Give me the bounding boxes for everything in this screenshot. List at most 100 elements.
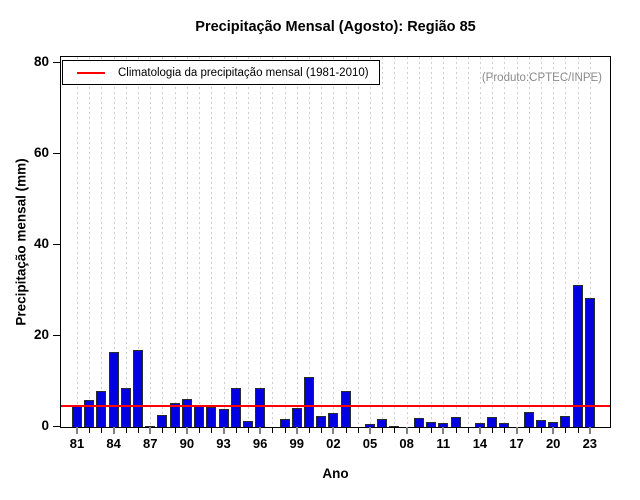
precipitation-bar-2016 (499, 423, 510, 427)
legend-label: Climatologia da precipitação mensal (198… (118, 66, 369, 79)
x-tick (199, 427, 201, 433)
x-axis-title: Ano (322, 466, 349, 481)
x-tick-label: 23 (582, 436, 598, 451)
x-tick (552, 427, 555, 434)
year-gridline (516, 57, 518, 427)
plot-area: Climatologia da precipitação mensal (198… (60, 56, 611, 428)
y-tick-label: 40 (33, 236, 49, 251)
precipitation-bar-1990 (181, 399, 192, 427)
x-tick-label: 81 (69, 436, 85, 451)
year-gridline (223, 57, 225, 427)
precipitation-bar-2019 (535, 420, 546, 427)
x-tick (577, 427, 579, 433)
precipitation-bar-1981 (72, 406, 82, 427)
precipitation-bar-1982 (84, 400, 95, 427)
x-tick (418, 427, 420, 433)
y-tick (53, 62, 60, 63)
year-gridline (89, 57, 91, 427)
precipitation-bar-2018 (523, 412, 534, 427)
year-gridline (577, 57, 579, 427)
x-tick (357, 427, 359, 433)
precipitation-bar-2003 (340, 391, 351, 427)
x-tick (272, 427, 274, 433)
year-gridline (247, 57, 249, 427)
x-tick (467, 427, 469, 433)
precipitation-bar-2012 (450, 417, 461, 427)
x-tick (76, 427, 78, 434)
precipitation-bar-2014 (474, 423, 485, 427)
y-tick-label: 0 (41, 418, 49, 433)
year-gridline (467, 57, 469, 427)
y-tick (53, 335, 60, 336)
year-gridline (406, 57, 408, 427)
year-gridline (77, 57, 78, 427)
x-tick-label: 93 (216, 436, 231, 451)
year-gridline (370, 57, 372, 427)
precipitation-bar-1994 (230, 388, 241, 427)
precipitation-bar-2010 (426, 422, 437, 427)
year-gridline (333, 57, 335, 427)
x-tick-label: 20 (545, 436, 561, 451)
precipitation-bar-1992 (206, 407, 217, 427)
year-gridline (321, 57, 323, 427)
precipitation-bar-2000 (303, 377, 314, 427)
year-gridline (199, 57, 201, 427)
y-tick (53, 244, 60, 245)
precipitation-bar-2011 (438, 423, 449, 427)
legend-line-swatch (77, 71, 105, 74)
year-gridline (162, 57, 164, 427)
year-gridline (308, 57, 310, 427)
precipitation-bar-2022 (572, 285, 583, 427)
year-gridline (528, 57, 530, 427)
y-tick (53, 153, 60, 154)
x-tick (515, 427, 518, 434)
x-tick (138, 427, 140, 433)
year-gridline (284, 57, 286, 427)
precipitation-bar-2002 (328, 413, 339, 427)
x-tick-label: 84 (106, 436, 121, 451)
x-tick-label: 11 (436, 436, 451, 451)
x-tick (295, 427, 298, 434)
x-tick (89, 427, 91, 433)
year-gridline (382, 57, 384, 427)
x-tick-label: 05 (362, 436, 378, 451)
year-gridline (418, 57, 420, 427)
x-tick (321, 427, 323, 433)
year-gridline (589, 57, 591, 427)
precipitation-bar-1991 (194, 405, 205, 427)
x-tick (112, 427, 115, 434)
year-gridline (357, 57, 359, 427)
year-gridline (443, 57, 445, 427)
x-tick-label: 14 (472, 436, 488, 451)
x-tick (247, 427, 249, 433)
year-gridline (113, 57, 115, 427)
year-gridline (540, 57, 542, 427)
x-tick (345, 427, 347, 433)
year-gridline (235, 57, 237, 427)
x-tick (431, 427, 433, 433)
x-tick (235, 427, 237, 433)
x-tick (185, 427, 188, 434)
x-tick (284, 427, 286, 433)
year-gridline (186, 57, 188, 427)
year-gridline (272, 57, 274, 427)
x-tick (478, 427, 481, 434)
year-gridline (504, 57, 506, 427)
precipitation-bar-2021 (560, 416, 571, 427)
year-gridline (394, 57, 396, 427)
x-tick-label: 17 (509, 436, 524, 451)
x-tick (588, 427, 591, 434)
year-gridline (492, 57, 494, 427)
x-tick (308, 427, 310, 433)
precipitation-bar-2007 (389, 426, 400, 427)
precipitation-bar-1985 (120, 388, 131, 427)
x-tick (174, 427, 176, 433)
x-tick-label: 96 (252, 436, 268, 451)
precipitation-bar-2023 (584, 298, 595, 427)
x-tick (394, 427, 396, 433)
x-tick (162, 427, 164, 433)
x-tick (492, 427, 494, 433)
precipitation-bar-1989 (169, 403, 180, 427)
chart-title: Precipitação Mensal (Agosto): Região 85 (195, 19, 476, 35)
